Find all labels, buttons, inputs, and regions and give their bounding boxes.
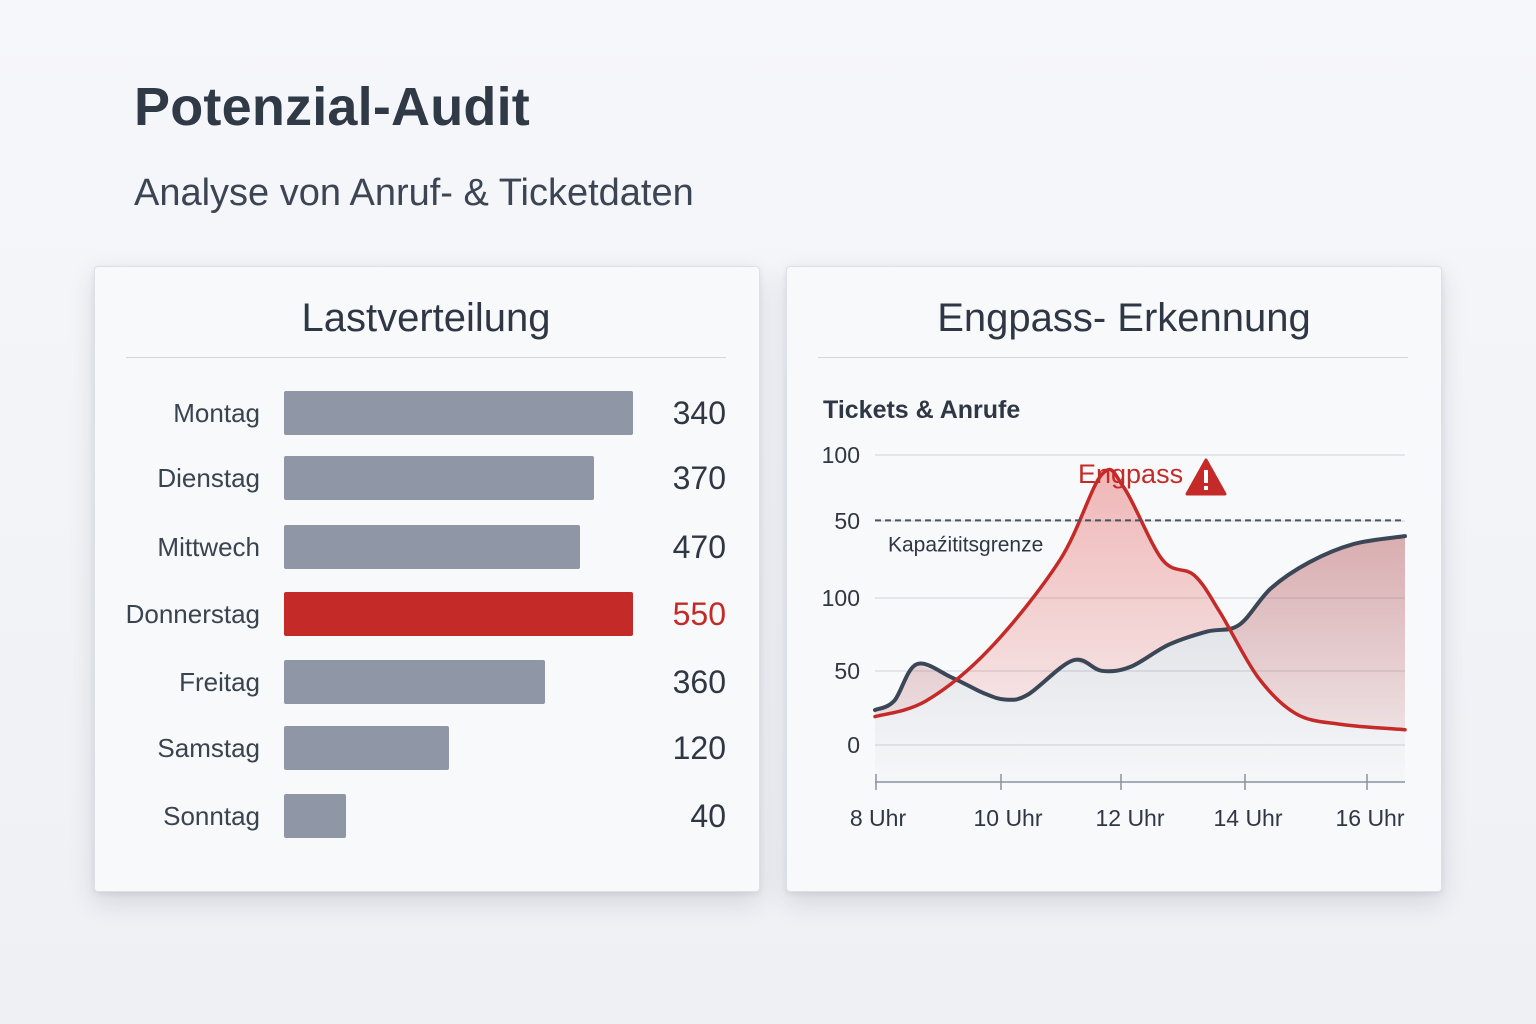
bar-row: Montag 340 [94,391,758,435]
bar-row: Mittwech 470 [94,525,758,569]
page-subtitle: Analyse von Anruf- & Ticketdaten [134,172,694,214]
bar [284,726,449,770]
bar-category-label: Donnerstag [125,599,260,629]
bar-value-label: 470 [672,529,726,565]
bar-category-label: Freitag [179,667,260,697]
load-distribution-divider [126,357,726,358]
bar-value-label: 340 [672,395,726,431]
bar-row: Samstag 120 [94,726,758,770]
bar-value-label: 360 [672,664,726,700]
bar-category-label: Dienstag [157,463,260,493]
load-distribution-title: Lastverteilung [301,296,551,340]
bar-category-label: Mittwech [157,532,260,562]
bar [284,391,633,435]
bar [284,456,594,500]
bar [284,525,580,569]
bar-value-label: 550 [672,596,726,632]
load-distribution-card [94,266,760,892]
bottleneck-divider [818,357,1408,358]
bar-category-label: Samstag [157,733,260,763]
bar-row: Freitag 360 [94,660,758,704]
bar [284,592,633,636]
bar-row: Dienstag 370 [94,456,758,500]
bar-category-label: Montag [173,398,260,428]
bar [284,660,545,704]
bar-row: Sonntag 40 [94,794,758,838]
bar [284,794,346,838]
bar-row: Donnerstag 550 [94,592,758,636]
bar-category-label: Sonntag [163,801,260,831]
bottleneck-card [786,266,1442,892]
bar-value-label: 120 [672,730,726,766]
bar-value-label: 40 [690,798,726,834]
bottleneck-title: Engpass- Erkennung [937,296,1311,340]
page-title: Potenzial-Audit [134,77,530,137]
bar-value-label: 370 [672,460,726,496]
